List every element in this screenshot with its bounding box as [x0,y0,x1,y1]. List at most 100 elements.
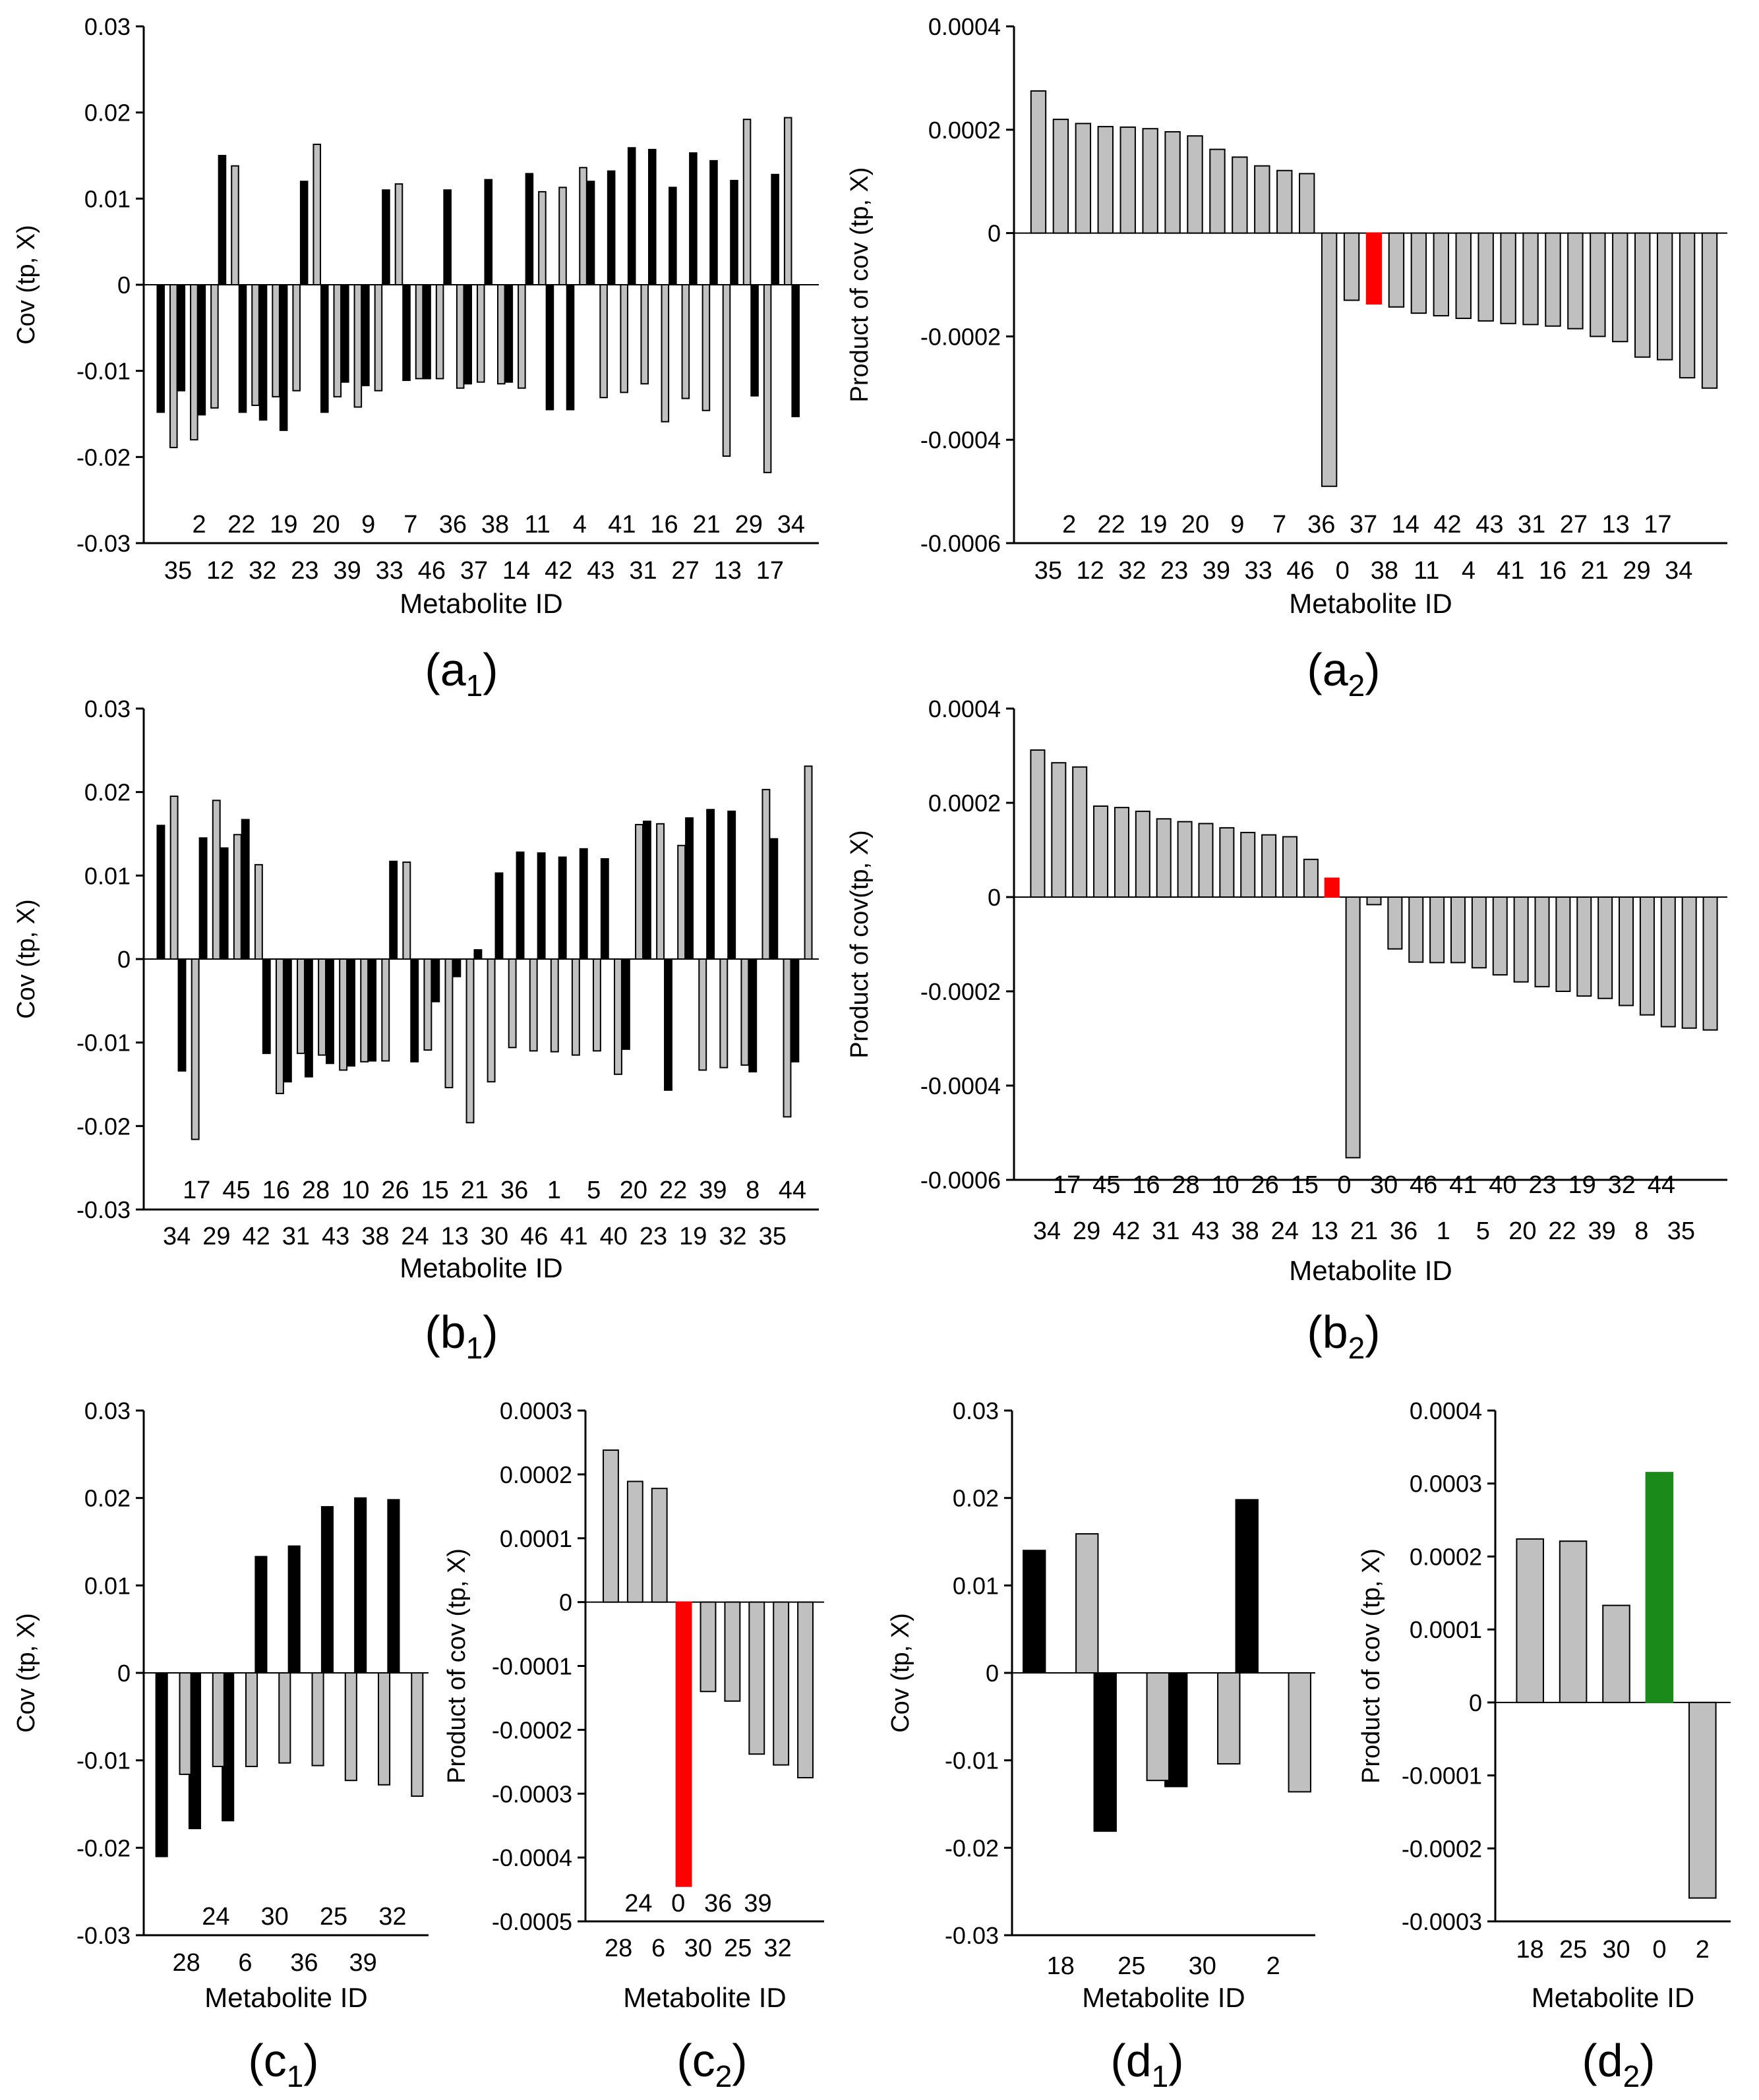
bar [1500,232,1516,324]
x-tick-label: 43 [322,1223,349,1250]
x-tick-label-upper: 36 [439,511,467,539]
bar [1051,762,1067,898]
y-tick-label: -0.01 [945,1747,999,1774]
bar-gray [313,144,322,285]
x-tick-label: 32 [249,557,276,585]
x-tick-label-upper: 15 [1291,1171,1319,1199]
y-tick-label: -0.0004 [492,1844,572,1871]
x-tick-label: 12 [206,557,234,585]
x-tick-label: 38 [361,1223,389,1250]
y-axis-title: Cov (tp, X) [887,1613,914,1733]
x-tick-label: 37 [460,557,488,585]
y-tick-label: 0.0003 [500,1397,572,1424]
x-tick-label: 19 [679,1223,707,1250]
bar [700,1601,717,1693]
bar-black [283,958,292,1083]
x-tick-label-upper: 0 [671,1890,685,1917]
bar [1209,148,1226,234]
x-tick-label-upper: 21 [693,511,721,539]
y-tick-label: -0.0004 [920,426,1001,453]
bar-gray [179,1672,192,1775]
bar-black [709,160,718,285]
y-axis-title: Product of cov(tp, X) [846,830,874,1058]
bar [1345,896,1361,1159]
bar-black [258,284,268,421]
y-tick-label: -0.0006 [920,530,1001,557]
x-tick-label-upper: 15 [421,1177,449,1204]
bar-black [730,179,738,286]
x-tick-label: 42 [1112,1217,1140,1245]
bar-black [156,825,165,960]
bar [1471,896,1487,969]
bar [1142,128,1158,234]
x-tick-label: 31 [629,557,657,585]
bar-black [299,181,309,286]
bar-gray [804,765,813,960]
x-tick-label: 21 [1581,557,1609,585]
bar-black [177,284,186,392]
bar-gray [550,958,559,1053]
bar-black [279,284,288,431]
bar-black [410,958,419,1063]
x-tick-label: 36 [1390,1217,1417,1245]
x-tick-label-upper: 42 [1433,511,1461,539]
y-tick-label: 0.0002 [1410,1543,1482,1570]
bar-black [558,856,567,960]
x-tick-label-upper: 1 [547,1177,561,1204]
bar [1701,232,1718,389]
x-tick-label: 6 [238,1949,252,1977]
x-tick-label: 13 [441,1223,469,1250]
bar [1240,832,1256,898]
y-tick-label: -0.02 [945,1834,999,1861]
y-tick-label: -0.03 [76,1196,131,1223]
y-tick-label: -0.03 [76,530,131,557]
x-tick-label: 30 [1189,1952,1216,1980]
bar [626,1480,643,1603]
bar-gray [640,284,649,385]
bar [1534,896,1550,987]
bar [1388,232,1405,308]
y-tick-label: 0.0001 [500,1525,572,1552]
bar-gray [740,958,750,1066]
bar [1450,896,1466,964]
bar-gray [476,284,485,383]
bar-black [642,821,651,960]
bar [1343,232,1360,301]
x-tick-label: 2 [1696,1936,1710,1964]
x-tick-label-upper: 30 [261,1903,289,1931]
y-tick-label: 0.03 [953,1397,999,1424]
bar-gray [701,284,711,411]
x-tick-label-upper: 24 [202,1903,229,1931]
y-tick-label: 0.02 [84,100,131,127]
bar-black [238,284,247,413]
bar [1156,818,1172,898]
bar-black [664,958,672,1091]
bar-black [402,284,411,382]
bar [1455,232,1472,319]
y-tick-label: -0.0002 [1402,1835,1482,1862]
chart-c2: 0.0003 0.0002 0.0001 0 -0.0001 -0.0002 -0.0003… [443,1397,824,2093]
x-tick-label-upper: 9 [1230,511,1244,539]
bar-gray [435,284,444,380]
y-axis-title: Cov (tp, X) [13,899,40,1019]
x-tick-label: 6 [651,1935,665,1962]
x-tick-label: 32 [1118,557,1146,585]
y-tick-label: -0.0003 [1402,1908,1482,1935]
y-tick-label: -0.02 [76,444,131,471]
x-tick-label: 0 [1652,1936,1666,1964]
x-tick-label: 8 [1634,1217,1648,1245]
x-tick-label: 18 [1047,1952,1075,1980]
bar-black [220,847,229,960]
bar-gray [661,284,670,423]
x-tick-label-upper: 37 [1350,511,1377,539]
bar [1492,896,1508,976]
x-tick-label-upper: 41 [608,511,636,539]
bar-black [748,958,758,1072]
y-tick-label: 0 [988,220,1001,247]
y-tick-label: 0.0004 [928,695,1001,722]
x-tick-label: 39 [1588,1217,1616,1245]
bar-gray [742,119,752,285]
y-tick-label: 0 [988,884,1001,911]
x-tick-label: 41 [1497,557,1524,585]
